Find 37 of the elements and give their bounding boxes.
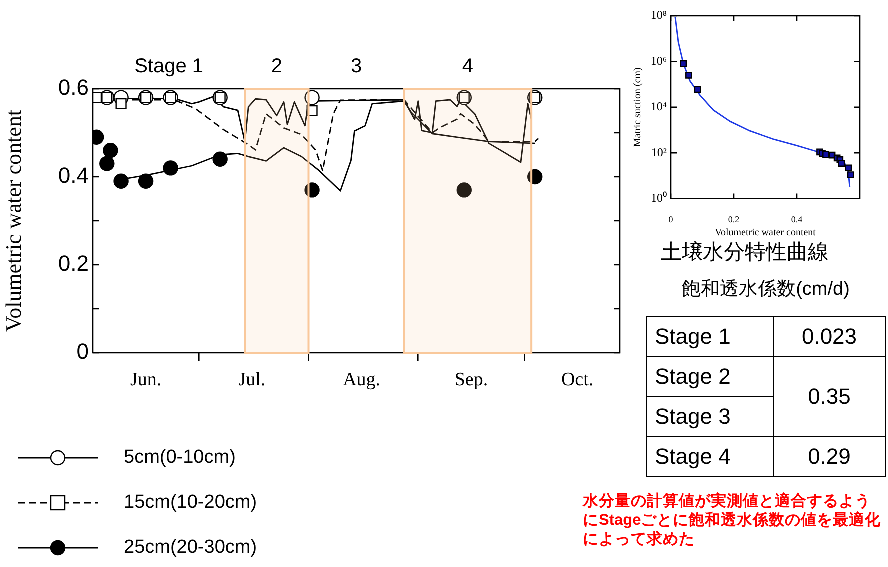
text: 飽和透水係数(cm/d)	[681, 278, 851, 302]
legend-label: 5cm(0-10cm)	[124, 446, 236, 468]
legend-label: 25cm(20-30cm)	[124, 536, 258, 558]
y-tick-label: 0.4	[58, 163, 89, 188]
x-tick-label: Sep.	[454, 369, 488, 390]
x-tick-label: Oct.	[561, 369, 594, 390]
text: 0.29	[808, 444, 851, 468]
text: Stage 1	[134, 56, 204, 78]
text: 0.023	[802, 324, 858, 348]
band-label: 4	[462, 56, 474, 78]
x-tick-label: 0	[668, 214, 674, 225]
y-tick-label: 0	[76, 339, 89, 364]
category-label: Stage 4	[646, 436, 774, 476]
y-axis-title: Volumetric water content	[0, 110, 26, 332]
y-tick-label: 10⁰	[651, 190, 667, 205]
x-tick-label: 0.2	[728, 214, 740, 225]
y-tick-label: 10⁸	[650, 8, 667, 22]
y-tick-label: 0.2	[58, 251, 89, 276]
text: 0.35	[808, 384, 851, 408]
y-tick-label: 10⁶	[650, 54, 667, 68]
text: 土壌水分特性曲線	[661, 241, 829, 264]
y-tick-label: 10⁴	[650, 100, 667, 114]
category-label: Stage 2	[646, 356, 774, 396]
x-tick-label: Jul.	[238, 369, 266, 390]
band-label: 2	[271, 56, 282, 78]
legend-label: 15cm(10-20cm)	[124, 492, 258, 514]
x-tick-label: Aug.	[343, 369, 381, 390]
x-axis-title: Volumetric water content	[715, 227, 816, 238]
category-label: Stage 3	[646, 396, 774, 436]
y-axis-title: Matric suction (cm)	[632, 68, 644, 148]
x-tick-label: 0.4	[791, 214, 804, 225]
y-tick-label: 0.6	[58, 75, 89, 100]
text: 水分量の計算値が実測値と適合するようにStageごとに飽和透水係数の値を最適化によって求めた	[583, 492, 882, 549]
text: 3	[350, 56, 362, 78]
y-tick-label: 10²	[651, 145, 668, 160]
category-label: Stage 1	[646, 316, 774, 356]
x-tick-label: Jun.	[130, 369, 162, 390]
